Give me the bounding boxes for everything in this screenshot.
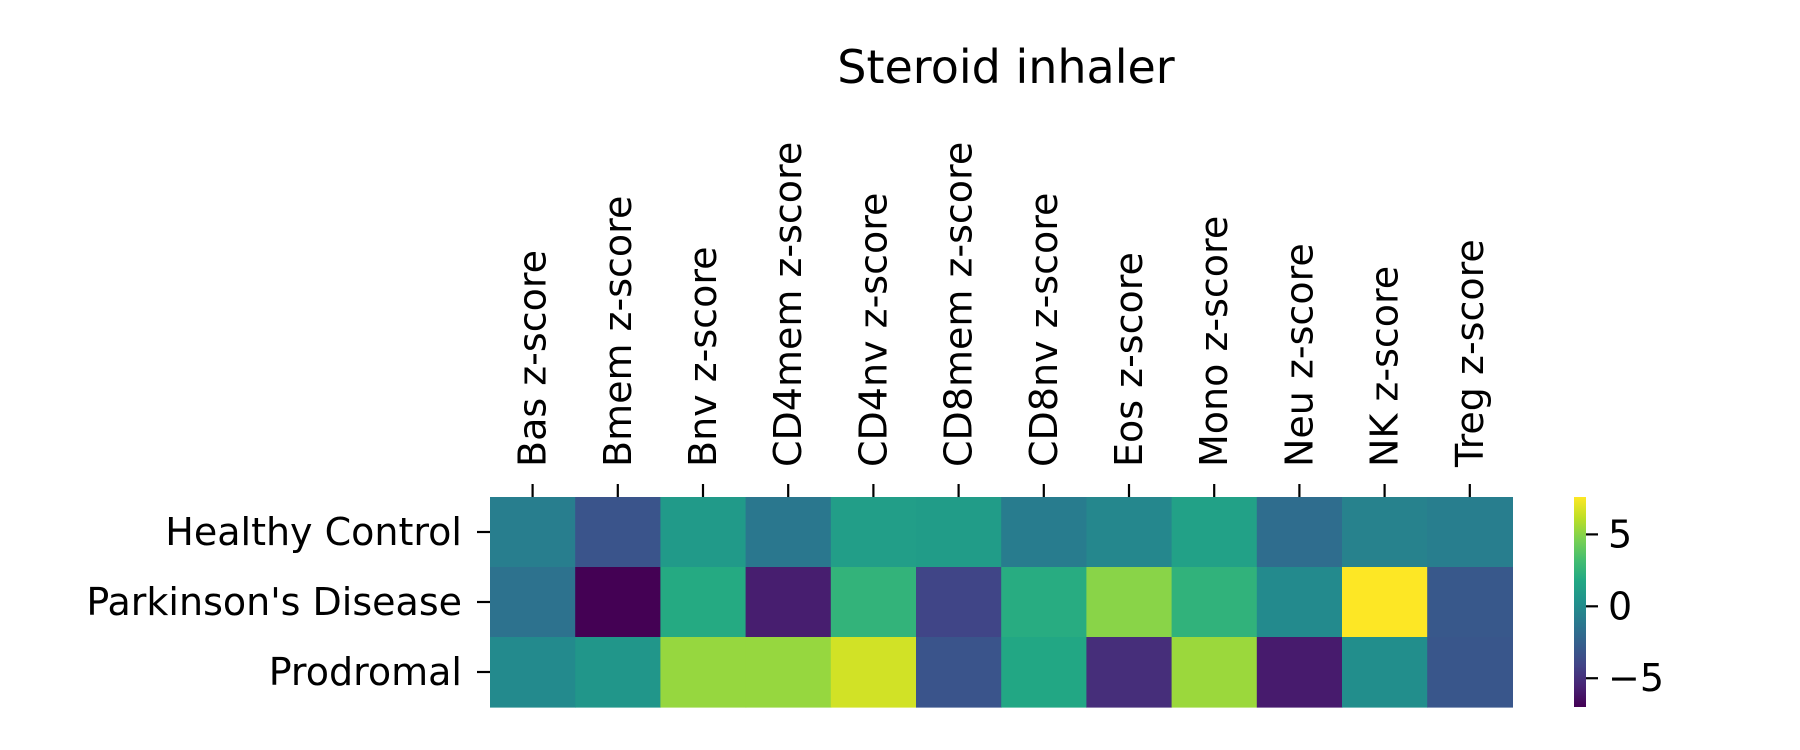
x-tick-label: Mono z-score: [1192, 216, 1236, 467]
heatmap-cell: [1086, 497, 1173, 568]
x-tick-label: CD8mem z-score: [937, 142, 981, 467]
heatmap-cell: [1256, 497, 1343, 568]
x-tick-label: Eos z-score: [1107, 252, 1151, 467]
heatmap-cell: [1171, 567, 1258, 638]
heatmap-cell: [1342, 637, 1428, 708]
heatmap-cell: [660, 497, 747, 568]
heatmap-cell: [830, 637, 917, 708]
heatmap-cell: [1001, 497, 1087, 568]
x-tick-label: Bnv z-score: [681, 247, 725, 468]
heatmap-cell: [1427, 567, 1513, 638]
colorbar: 5 0 −5: [1574, 497, 1664, 707]
heatmap-cell: [490, 567, 576, 638]
x-tick-label: Treg z-score: [1448, 239, 1492, 468]
y-tick-label: Prodromal: [269, 650, 462, 694]
heatmap-cell: [1171, 497, 1258, 568]
heatmap-cell: [1256, 567, 1343, 638]
x-tick-label: Bas z-score: [511, 250, 555, 467]
heatmap-cell: [1427, 637, 1513, 708]
x-tick-label: NK z-score: [1363, 266, 1407, 467]
colorbar-tick-label: 5: [1608, 512, 1632, 556]
heatmap-cell: [916, 637, 1002, 708]
heatmap-cell: [1001, 567, 1087, 638]
heatmap-cell: [1086, 567, 1173, 638]
colorbar-gradient: [1574, 497, 1586, 707]
heatmap-cell: [575, 567, 661, 638]
x-tick-label: Neu z-score: [1277, 243, 1321, 467]
y-axis-ticks: Healthy Control Parkinson's Disease Prodro…: [86, 510, 490, 694]
y-tick-label: Parkinson's Disease: [86, 580, 462, 624]
heatmap-cell: [745, 567, 832, 638]
heatmap-cell: [660, 637, 747, 708]
colorbar-tick-label: 0: [1608, 584, 1632, 628]
heatmap-cell: [1427, 497, 1513, 568]
x-tick-label: CD4nv z-score: [851, 193, 895, 467]
heatmap-cell: [575, 637, 661, 708]
heatmap-cell: [745, 497, 832, 568]
heatmap-cell: [1342, 567, 1428, 638]
heatmap-cell: [1256, 637, 1343, 708]
heatmap-cell: [916, 567, 1002, 638]
heatmap-cell: [1342, 497, 1428, 568]
chart-title: Steroid inhaler: [837, 40, 1175, 94]
heatmap-cell: [916, 497, 1002, 568]
x-tick-label: CD4mem z-score: [766, 142, 810, 467]
heatmap-cell: [1086, 637, 1173, 708]
heatmap-cell: [1001, 637, 1087, 708]
heatmap-cell: [575, 497, 661, 568]
x-tick-label: CD8nv z-score: [1022, 193, 1066, 467]
x-axis-ticks: Bas z-score Bmem z-score Bnv z-score CD4mem…: [511, 142, 1492, 497]
heatmap-cell: [745, 637, 832, 708]
colorbar-tick-label: −5: [1608, 656, 1664, 700]
x-tick-label: Bmem z-score: [596, 196, 640, 467]
heatmap-cell: [490, 637, 576, 708]
heatmap-cell: [830, 567, 917, 638]
heatmap-cell: [1171, 637, 1258, 708]
heatmap-cell: [830, 497, 917, 568]
y-tick-label: Healthy Control: [165, 510, 462, 554]
heatmap-cell: [490, 497, 576, 568]
heatmap-cells: [490, 497, 1513, 708]
heatmap-cell: [660, 567, 747, 638]
